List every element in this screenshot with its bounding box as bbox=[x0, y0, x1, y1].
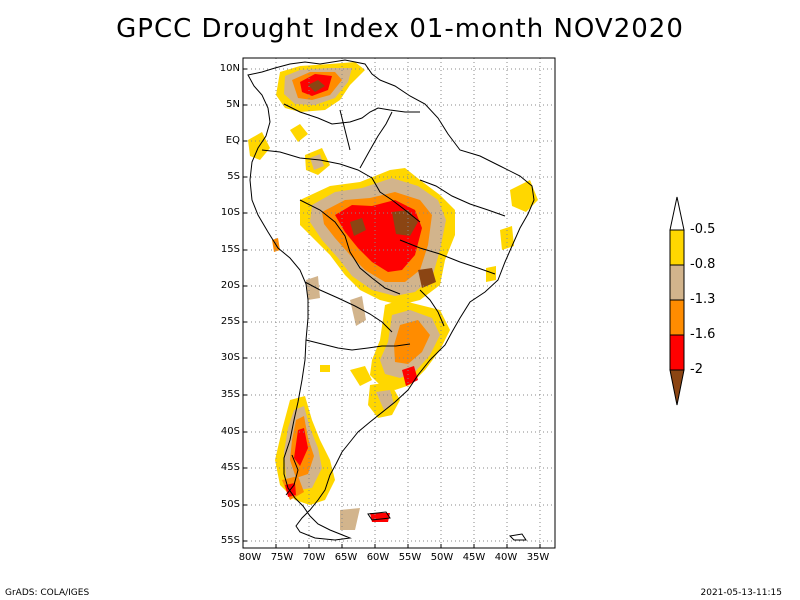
legend-swatch-4 bbox=[669, 334, 685, 371]
lon-label: 50W bbox=[430, 552, 454, 563]
lat-label: 5S bbox=[227, 171, 240, 182]
lon-label: 75W bbox=[270, 552, 294, 563]
coastlines bbox=[247, 59, 535, 541]
lon-label: 35W bbox=[526, 552, 550, 563]
lat-label: 5N bbox=[226, 99, 240, 110]
legend-colorbar bbox=[669, 196, 685, 406]
lon-label: 55W bbox=[398, 552, 422, 563]
axis-ticks bbox=[243, 68, 541, 548]
legend-label: -1.3 bbox=[690, 292, 716, 307]
map-title: GPCC Drought Index 01-month NOV2020 bbox=[116, 14, 684, 44]
map-gridlines bbox=[243, 58, 555, 548]
footer-credit: GrADS: COLA/IGES bbox=[5, 588, 90, 598]
lon-label: 70W bbox=[302, 552, 326, 563]
lat-label: 25S bbox=[220, 316, 240, 327]
lat-label: 40S bbox=[220, 426, 240, 437]
lat-label: 20S bbox=[220, 280, 240, 291]
lon-label: 40W bbox=[494, 552, 518, 563]
legend-arrow-bottom bbox=[669, 369, 685, 406]
drought-shading bbox=[248, 62, 538, 530]
legend-swatch-1 bbox=[669, 229, 685, 266]
lat-label: EQ bbox=[225, 135, 240, 146]
lon-label: 80W bbox=[238, 552, 262, 563]
lat-label: 50S bbox=[220, 499, 240, 510]
lat-label: 55S bbox=[220, 535, 240, 546]
legend-label: -0.5 bbox=[690, 222, 716, 237]
map-frame bbox=[242, 57, 556, 549]
lon-label: 60W bbox=[366, 552, 390, 563]
legend-arrow-top bbox=[669, 196, 685, 231]
lat-label: 10S bbox=[220, 207, 240, 218]
footer-timestamp: 2021-05-13-11:15 bbox=[700, 588, 783, 598]
legend-swatch-2 bbox=[669, 264, 685, 301]
lat-label: 15S bbox=[220, 244, 240, 255]
legend-swatch-3 bbox=[669, 299, 685, 336]
lat-label: 30S bbox=[220, 352, 240, 363]
legend-label: -1.6 bbox=[690, 327, 716, 342]
lat-label: 10N bbox=[219, 63, 240, 74]
lat-label: 45S bbox=[220, 462, 240, 473]
south-america-coastline bbox=[247, 59, 535, 541]
lat-label: 35S bbox=[220, 389, 240, 400]
legend-label: -0.8 bbox=[690, 257, 716, 272]
lon-label: 65W bbox=[334, 552, 358, 563]
lon-label: 45W bbox=[462, 552, 486, 563]
legend-label: -2 bbox=[690, 362, 703, 377]
